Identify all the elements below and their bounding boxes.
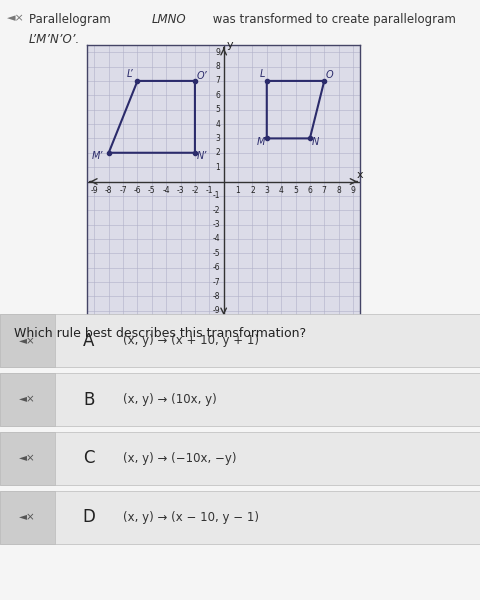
Text: 1: 1 [235, 186, 240, 195]
Text: 5: 5 [215, 105, 220, 114]
Text: 3: 3 [264, 186, 269, 195]
Text: 7: 7 [321, 186, 326, 195]
Text: D: D [83, 508, 95, 526]
Text: Which rule best describes this transformation?: Which rule best describes this transform… [14, 327, 306, 340]
Text: was transformed to create parallelogram: was transformed to create parallelogram [209, 13, 459, 26]
Text: -4: -4 [162, 186, 169, 195]
Text: ◄×: ◄× [7, 13, 25, 23]
Text: Parallelogram: Parallelogram [29, 13, 114, 26]
Text: 9: 9 [215, 47, 220, 56]
Text: -1: -1 [212, 191, 220, 200]
Text: -6: -6 [212, 263, 220, 272]
Text: x: x [356, 170, 363, 180]
Text: 9: 9 [350, 186, 355, 195]
Text: -5: -5 [212, 249, 220, 258]
Text: (x, y) → (−10x, −y): (x, y) → (−10x, −y) [122, 452, 236, 465]
Text: 1: 1 [215, 163, 220, 172]
Text: -9: -9 [212, 307, 220, 316]
Text: ◄×: ◄× [19, 454, 36, 463]
Text: -3: -3 [212, 220, 220, 229]
Text: M’: M’ [91, 151, 103, 161]
Text: 7: 7 [215, 76, 220, 85]
Text: -4: -4 [212, 235, 220, 244]
Text: 5: 5 [292, 186, 297, 195]
Text: L’M’N’O’.: L’M’N’O’. [29, 33, 80, 46]
Text: -3: -3 [176, 186, 184, 195]
Text: 6: 6 [307, 186, 312, 195]
Text: (x, y) → (x − 10, y − 1): (x, y) → (x − 10, y − 1) [122, 511, 258, 524]
Text: -7: -7 [212, 278, 220, 287]
Text: -9: -9 [90, 186, 98, 195]
Text: O: O [325, 70, 333, 80]
Text: 6: 6 [215, 91, 220, 100]
Text: N’: N’ [196, 151, 206, 161]
Text: 4: 4 [215, 119, 220, 128]
Text: ◄×: ◄× [19, 395, 36, 404]
Text: -2: -2 [212, 206, 220, 215]
Text: ◄×: ◄× [19, 336, 36, 346]
Text: N: N [311, 137, 318, 147]
Text: 8: 8 [336, 186, 340, 195]
Text: 4: 4 [278, 186, 283, 195]
Text: L’: L’ [126, 70, 133, 79]
Text: -8: -8 [212, 292, 220, 301]
Text: 3: 3 [215, 134, 220, 143]
Text: -7: -7 [119, 186, 127, 195]
Text: ◄×: ◄× [19, 512, 36, 522]
Text: -5: -5 [148, 186, 156, 195]
Text: C: C [83, 449, 95, 467]
Text: (x, y) → (x + 10, y + 1): (x, y) → (x + 10, y + 1) [122, 334, 258, 347]
Text: A: A [83, 332, 95, 350]
Text: B: B [83, 391, 95, 409]
Text: -6: -6 [133, 186, 141, 195]
Text: O’: O’ [196, 71, 207, 81]
Text: 2: 2 [250, 186, 254, 195]
Text: (x, y) → (10x, y): (x, y) → (10x, y) [122, 393, 216, 406]
Text: -8: -8 [105, 186, 112, 195]
Text: y: y [227, 40, 233, 50]
Text: -2: -2 [191, 186, 198, 195]
Text: LMNO: LMNO [151, 13, 186, 26]
Text: 8: 8 [215, 62, 220, 71]
Text: M: M [256, 137, 265, 147]
Text: -1: -1 [205, 186, 213, 195]
Text: 2: 2 [215, 148, 220, 157]
Text: L: L [259, 70, 265, 79]
